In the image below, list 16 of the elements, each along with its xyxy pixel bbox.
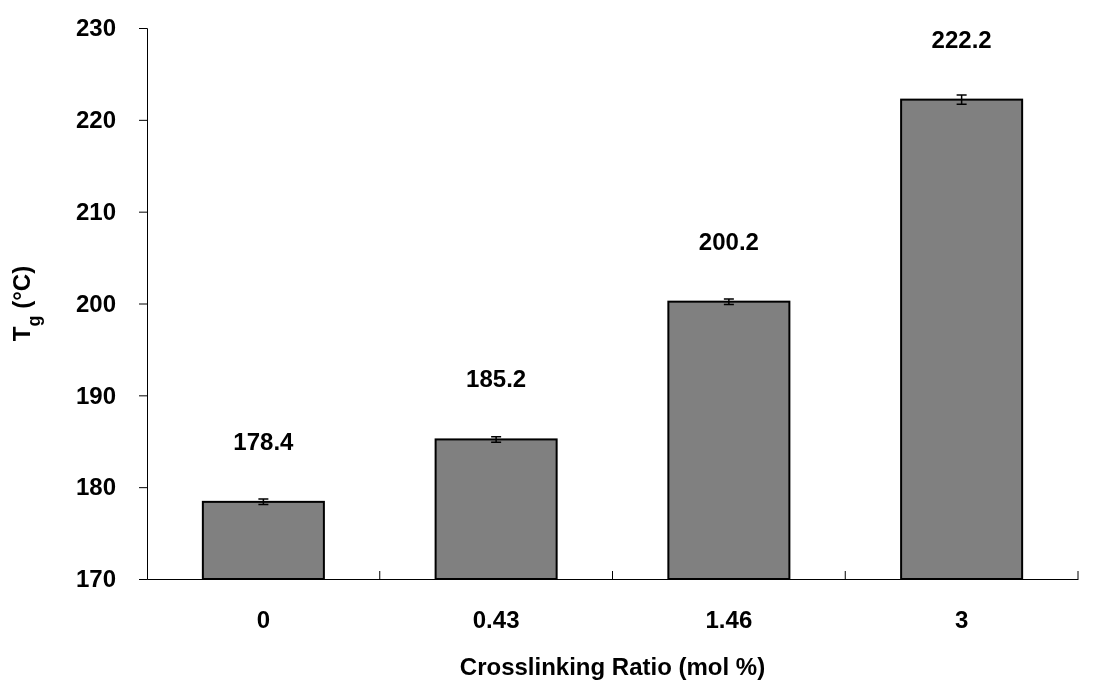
data-label: 222.2 (931, 25, 992, 53)
y-tick-label: 180 (75, 473, 116, 501)
x-tick-label: 0.43 (472, 605, 520, 633)
x-tick-label: 3 (954, 605, 969, 633)
x-axis-title: Crosslinking Ratio (mol %) (459, 653, 766, 680)
y-tick-label: 230 (75, 14, 116, 42)
data-label: 178.4 (233, 427, 295, 455)
y-tick-label: 200 (75, 289, 116, 317)
x-tick-label: 0 (256, 605, 271, 633)
data-label: 185.2 (466, 365, 527, 393)
data-label: 200.2 (698, 227, 759, 255)
y-tick-label: 220 (75, 106, 116, 134)
x-tick-label: 1.46 (705, 605, 753, 633)
y-tick-label: 190 (75, 381, 116, 409)
y-tick-label: 210 (75, 197, 116, 225)
y-tick-label: 170 (75, 565, 116, 593)
